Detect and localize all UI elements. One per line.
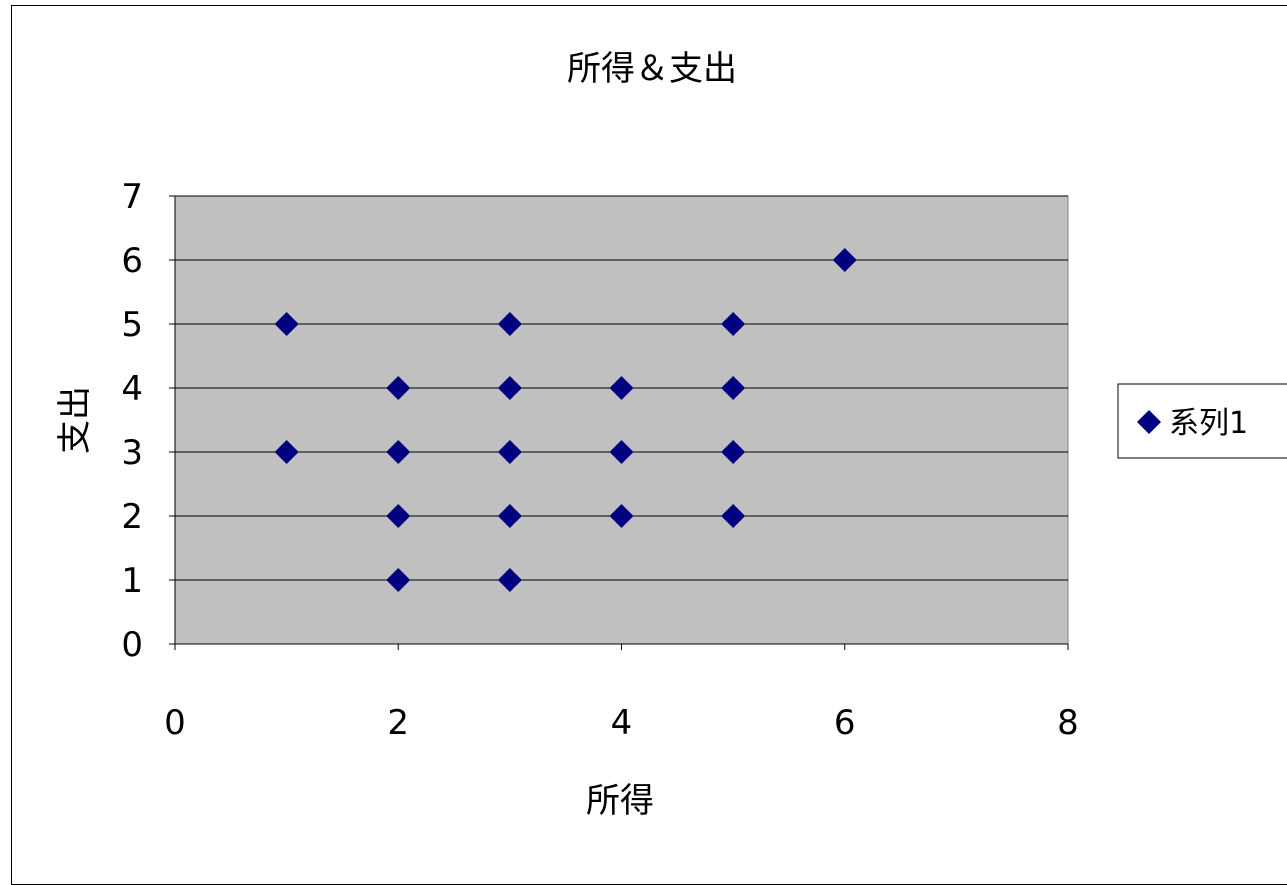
y-tick-label-6: 6 [121,241,143,281]
x-tick-label-6: 6 [834,703,856,743]
data-point-0-2 [386,376,411,400]
data-point-0-11 [609,376,634,400]
y-axis-title: 支出 [55,386,95,454]
x-tick-labels: 0 2 4 6 8 [164,703,1079,743]
y-tick-label-1: 1 [121,561,143,601]
axes [169,195,1069,650]
data-point-0-4 [386,504,411,528]
legend-marker-diamond-icon [1137,410,1161,434]
data-point-0-17 [721,504,746,528]
y-tick-labels: 0 1 2 3 4 5 6 7 [121,177,143,665]
y-tick-label-2: 2 [121,497,143,537]
chart-title: 所得＆支出 [567,49,737,89]
data-points [274,248,857,592]
data-point-0-3 [386,440,411,464]
data-point-0-0 [274,312,299,336]
data-point-0-15 [721,376,746,400]
data-point-0-12 [609,440,634,464]
x-tick-label-8: 8 [1057,703,1079,743]
data-point-0-18 [832,248,857,272]
x-tick-label-4: 4 [611,703,633,743]
data-point-0-9 [497,504,522,528]
data-point-0-6 [497,312,522,336]
legend-series-label: 系列1 [1169,406,1248,441]
y-tick-label-5: 5 [121,305,143,345]
data-point-0-5 [386,568,411,592]
y-tick-label-7: 7 [121,177,143,217]
x-tick-label-2: 2 [387,703,409,743]
data-point-0-10 [497,568,522,592]
data-point-0-8 [497,440,522,464]
data-point-0-7 [497,376,522,400]
data-point-0-16 [721,440,746,464]
legend: 系列1 [1117,383,1287,459]
y-tick-label-3: 3 [121,433,143,473]
x-axis-title: 所得 [586,781,654,821]
plot-area [174,195,1069,645]
y-tick-label-0: 0 [121,625,143,665]
y-tick-label-4: 4 [121,369,143,409]
x-tick-label-0: 0 [164,703,186,743]
data-point-0-13 [609,504,634,528]
data-point-0-14 [721,312,746,336]
data-point-0-1 [274,440,299,464]
